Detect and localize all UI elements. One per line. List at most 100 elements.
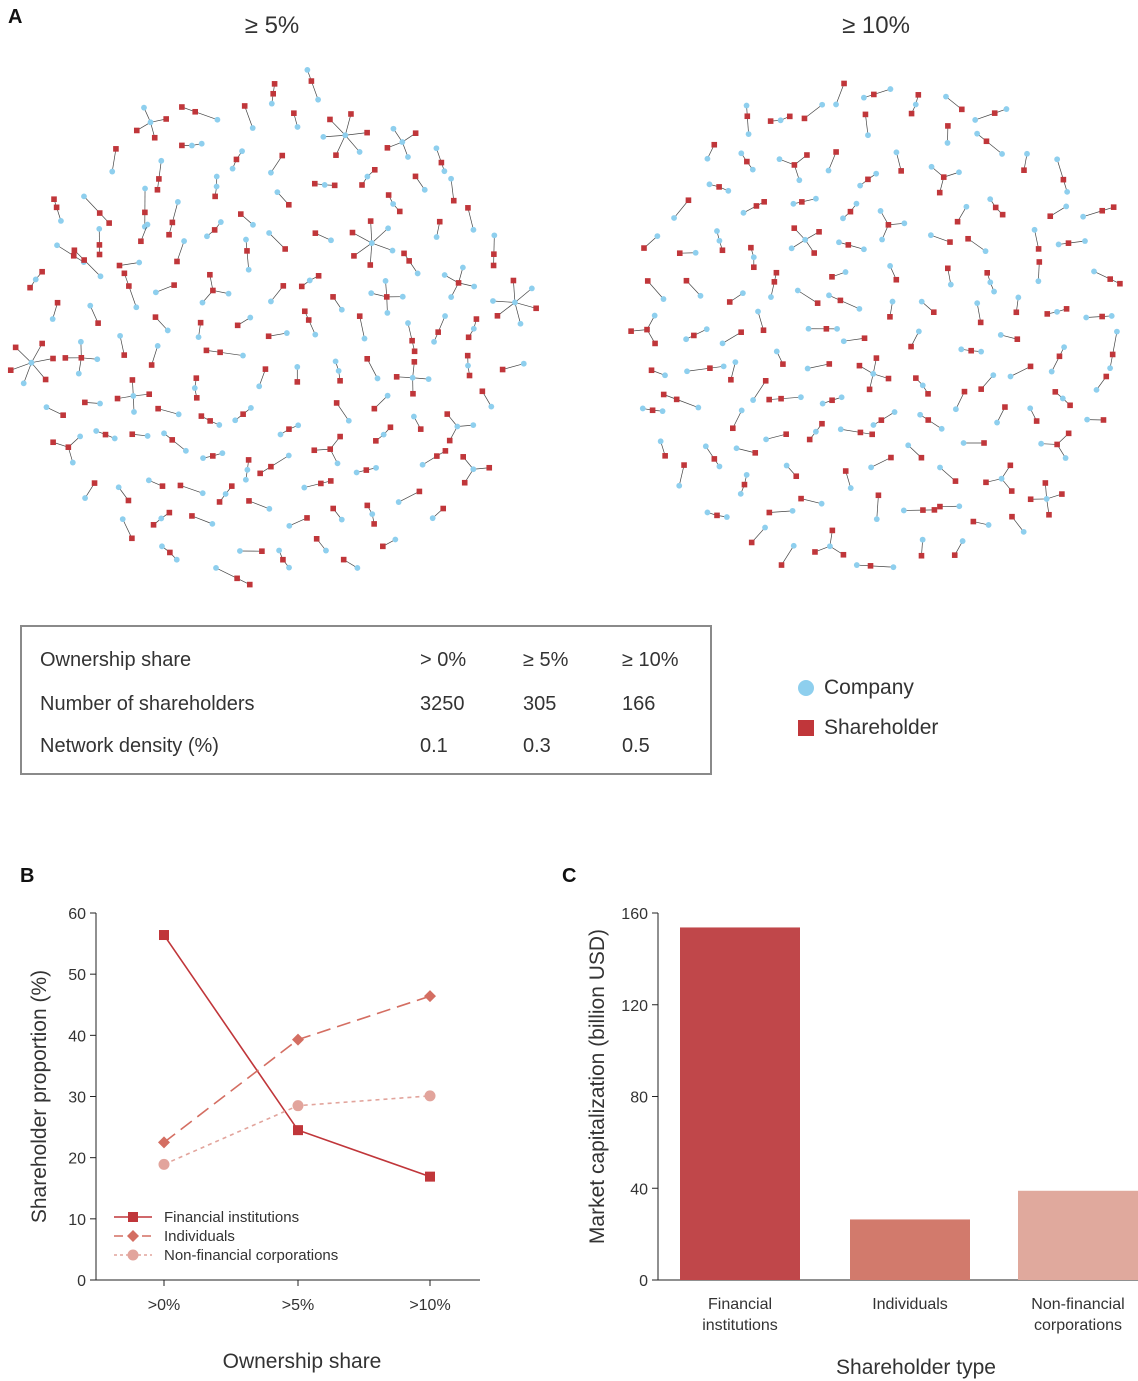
shareholder-square-icon [798,720,814,737]
network-edge [31,343,43,363]
shareholder-node [270,90,277,97]
shareholder-node [991,110,998,116]
shareholder-node [262,366,269,372]
company-node [195,334,202,341]
company-node [175,411,182,418]
network-component [312,230,334,244]
network-component [671,197,692,221]
network-component [917,411,945,432]
company-node [354,565,361,571]
shareholder-node [465,205,471,211]
network-component [714,228,726,254]
shareholder-node [1027,496,1034,503]
company-node [768,294,774,300]
network-component [997,332,1021,342]
company-node [338,516,345,523]
network-edge [781,396,801,400]
company-node [959,538,966,544]
company-node [191,385,198,391]
shareholder-node [211,227,218,233]
shareholder-node [738,329,744,335]
shareholder-node [210,453,216,459]
network-component [972,106,1010,123]
network-component [860,86,894,101]
table-header-cell: Ownership share [40,649,192,671]
company-node [242,476,249,483]
shareholder-node [62,355,69,361]
company-node [725,187,732,194]
company-node [239,148,245,155]
shareholder-node [1036,259,1043,265]
shareholder-node [417,426,424,432]
network-component [304,66,321,103]
y-tick-label: 120 [621,998,648,1015]
shareholder-node [311,180,318,187]
network-component [945,265,954,288]
shareholder-node [847,208,854,215]
company-node [704,509,711,516]
company-node [342,132,349,139]
network-component [641,233,661,251]
network-component [189,513,216,527]
shareholder-node [829,273,835,280]
shareholder-node [1056,353,1063,360]
network-edge [246,250,250,270]
company-node [97,400,103,407]
shareholder-node [937,503,943,510]
company-node [743,102,750,109]
network-graph-10pct [628,80,1123,571]
shareholder-node [875,492,882,499]
shareholder-node [1002,404,1008,410]
shareholder-node [371,521,377,527]
shareholder-node [159,483,166,489]
shareholder-node [829,527,836,534]
network-component [1007,363,1034,380]
shareholder-node [1052,389,1059,395]
shareholder-node [719,247,726,254]
network-component [740,199,767,216]
network-component [748,244,757,271]
shareholder-node [1110,204,1117,210]
network-component [286,515,310,529]
network-component [82,399,103,407]
network-edge [268,332,287,337]
company-node [733,445,740,452]
shareholder-node [96,242,103,248]
network-component [900,507,938,514]
company-node [209,520,216,527]
network-component [805,325,840,332]
network-component [148,342,161,368]
shareholder-node [1109,351,1116,358]
shareholder-node [925,417,932,423]
network-edge [258,369,266,387]
network-component [766,394,804,403]
company-node [321,182,328,188]
table-cell: 0.5 [622,735,650,757]
network-edge [876,495,879,520]
shareholder-node [106,220,112,226]
network-edge [804,104,823,119]
company-node [840,215,846,222]
shareholder-node [984,270,991,276]
legend-entry: Non-financial corporations [114,1247,338,1264]
network-component [819,394,845,407]
network-component [333,400,352,424]
company-node [188,142,195,149]
network-component [1044,306,1070,317]
shareholder-node [444,411,451,417]
shareholder-node [920,507,926,513]
network-edge [752,380,767,401]
network-component [837,426,875,438]
network-edge [843,337,865,342]
company-node [390,125,397,132]
company-node [1035,278,1042,285]
company-node [1038,440,1045,447]
company-node [651,312,658,319]
company-node [732,359,739,366]
company-node [912,101,919,108]
company-node [364,173,371,180]
network-edge [781,545,795,566]
company-node [738,150,745,157]
shareholder-node [1009,513,1015,520]
